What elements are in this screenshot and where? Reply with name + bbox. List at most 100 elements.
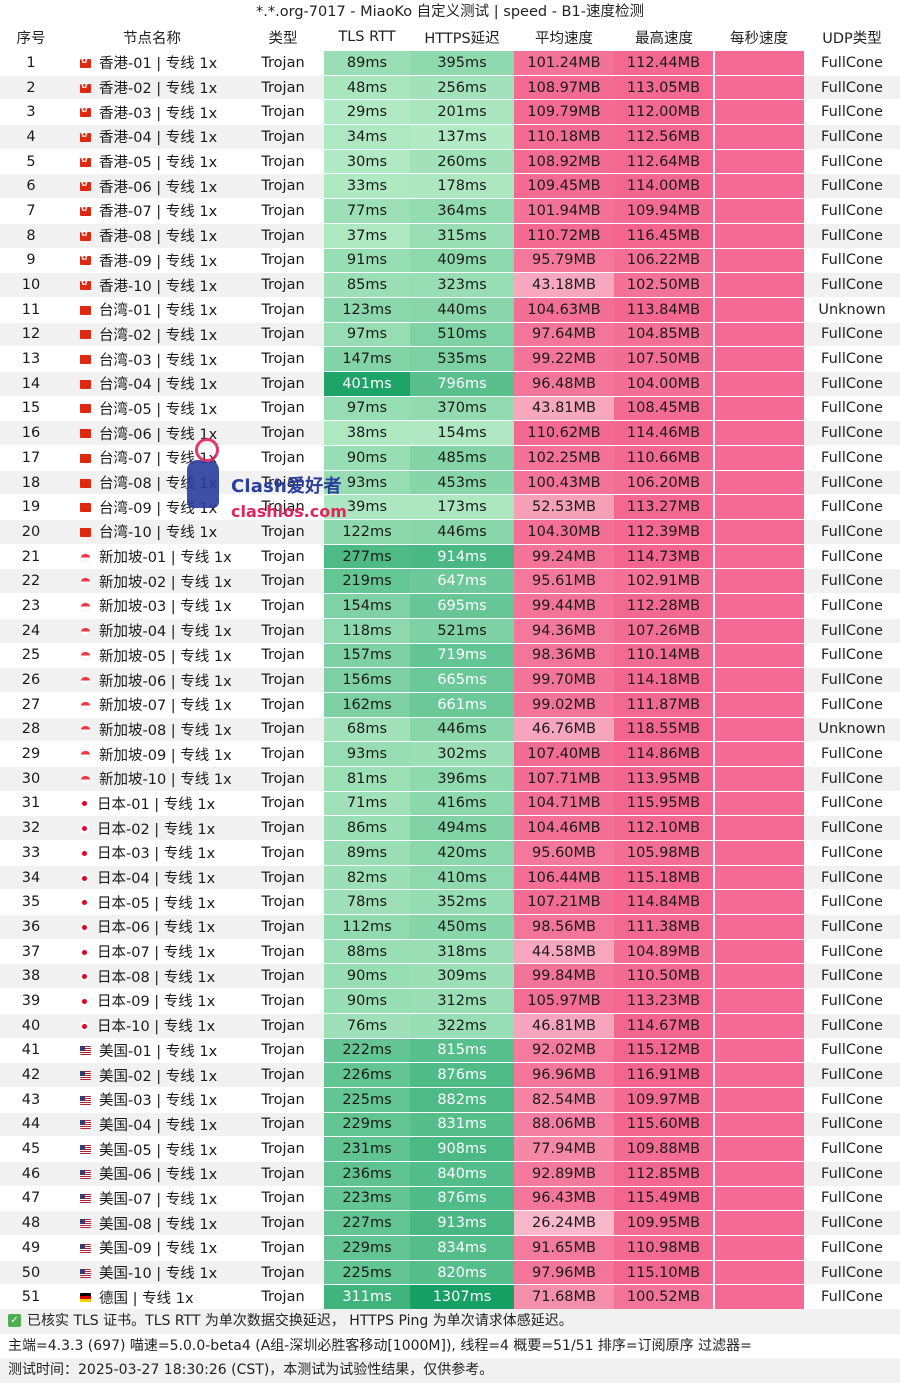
table-row[interactable]: 13 台湾-03 | 专线 1x Trojan 147ms 535ms 99.22MB 10…	[0, 346, 900, 372]
avg-speed: 99.70MB	[514, 667, 614, 693]
proxy-type: Trojan	[242, 741, 324, 767]
table-row[interactable]: 47 美国-07 | 专线 1x Trojan 223ms 876ms 96.43MB 11…	[0, 1185, 900, 1211]
col-header-avg-speed[interactable]: 平均速度	[514, 24, 614, 51]
table-row[interactable]: 25 新加坡-05 | 专线 1x Trojan 157ms 719ms 98.36MB 1…	[0, 642, 900, 668]
table-row[interactable]: 23 新加坡-03 | 专线 1x Trojan 154ms 695ms 99.44MB 1…	[0, 593, 900, 619]
table-row[interactable]: 7 香港-07 | 专线 1x Trojan77ms364ms101.94MB109…	[0, 198, 900, 224]
table-row[interactable]: 48 美国-08 | 专线 1x Trojan 227ms 913ms 26.24MB 10…	[0, 1210, 900, 1236]
table-row[interactable]: 16 台湾-06 | 专线 1x Trojan 38ms 154ms 110.62MB 11…	[0, 420, 900, 446]
flag-hk-icon	[80, 105, 91, 118]
node-name: 新加坡-05 | 专线 1x	[99, 648, 232, 665]
max-speed: 115.10MB	[614, 1259, 714, 1285]
table-row[interactable]: 30 新加坡-10 | 专线 1x Trojan 81ms 396ms 107.71MB 1…	[0, 765, 900, 792]
https-latency: 834ms	[410, 1235, 514, 1261]
node-name: 美国-10 | 专线 1x	[99, 1266, 218, 1283]
table-row[interactable]: 18 台湾-08 | 专线 1x Trojan 93ms 453ms 100.43MB 10…	[0, 469, 900, 495]
table-row[interactable]: 10 香港-10 | 专线 1x Trojan85ms323ms43.18MB102…	[0, 272, 900, 298]
col-header-per-second-speed[interactable]: 每秒速度	[714, 24, 804, 51]
table-row[interactable]: 33 日本-03 | 专线 1x Trojan 89ms 420ms 95.60MB 105…	[0, 840, 900, 866]
table-row[interactable]: 40 日本-10 | 专线 1x Trojan 76ms 322ms 46.81MB 114…	[0, 1012, 900, 1038]
table-row[interactable]: 45 美国-05 | 专线 1x Trojan 231ms 908ms 77.94MB 10…	[0, 1136, 900, 1162]
col-header-max-speed[interactable]: 最高速度	[614, 24, 714, 51]
max-speed: 114.67MB	[614, 1012, 714, 1038]
node-name-cell: 新加坡-07 | 专线 1x	[62, 691, 242, 718]
table-row[interactable]: 31 日本-01 | 专线 1x Trojan 71ms 416ms 104.71MB 11…	[0, 790, 900, 816]
avg-speed: 94.36MB	[514, 617, 614, 643]
node-name-cell: 新加坡-05 | 专线 1x	[62, 642, 242, 668]
table-row[interactable]: 3 香港-03 | 专线 1x Trojan29ms201ms109.79MB112…	[0, 99, 900, 125]
flag-hk-icon	[80, 130, 91, 142]
table-row[interactable]: 8 香港-08 | 专线 1x Trojan37ms315ms110.72MB116…	[0, 222, 900, 248]
avg-speed: 99.84MB	[514, 963, 614, 989]
node-name: 新加坡-06 | 专线 1x	[99, 673, 232, 690]
col-header-index[interactable]: 序号	[0, 24, 62, 51]
tls-rtt: 231ms	[324, 1136, 410, 1162]
table-row[interactable]: 2 香港-02 | 专线 1x Trojan48ms256ms108.97MB113…	[0, 74, 900, 100]
table-row[interactable]: 9 香港-09 | 专线 1x Trojan91ms409ms95.79MB106.…	[0, 247, 900, 273]
table-row[interactable]: 14 台湾-04 | 专线 1x Trojan 401ms 796ms 96.48MB 10…	[0, 370, 900, 397]
table-row[interactable]: 28 新加坡-08 | 专线 1x Trojan 68ms 446ms 46.76MB 11…	[0, 716, 900, 742]
table-row[interactable]: 27 新加坡-07 | 专线 1x Trojan 162ms 661ms 99.02MB 1…	[0, 691, 900, 718]
table-row[interactable]: 5 香港-05 | 专线 1x Trojan30ms260ms108.92MB112…	[0, 148, 900, 174]
table-row[interactable]: 4 香港-04 | 专线 1x Trojan34ms137ms110.18MB112…	[0, 124, 900, 150]
per-second-speed-redacted	[713, 346, 804, 372]
table-row[interactable]: 42 美国-02 | 专线 1x Trojan 226ms 876ms 96.96MB 11…	[0, 1062, 900, 1088]
flag-tw-icon	[80, 527, 91, 537]
table-row[interactable]: 6 香港-06 | 专线 1x Trojan33ms178ms109.45MB114…	[0, 173, 900, 199]
proxy-type: Trojan	[242, 1062, 324, 1088]
table-row[interactable]: 20 台湾-10 | 专线 1x Trojan 122ms 446ms 104.30MB 1…	[0, 519, 900, 545]
col-header-udp-type[interactable]: UDP类型	[804, 24, 900, 51]
proxy-type: Trojan	[242, 124, 324, 150]
table-row[interactable]: 32 日本-02 | 专线 1x Trojan 86ms 494ms 104.46MB 11…	[0, 815, 900, 841]
flag-tw-icon	[80, 404, 91, 414]
table-row[interactable]: 44 美国-04 | 专线 1x Trojan 229ms 831ms 88.06MB 11…	[0, 1111, 900, 1137]
table-row[interactable]: 51 德国 | 专线 1x Trojan 311ms 1307ms 71.68MB 100.…	[0, 1284, 900, 1310]
row-index: 47	[0, 1185, 62, 1211]
col-header-type[interactable]: 类型	[242, 24, 324, 51]
table-row[interactable]: 46 美国-06 | 专线 1x Trojan 236ms 840ms 92.89MB 11…	[0, 1160, 900, 1187]
udp-type: FullCone	[804, 1136, 900, 1162]
table-row[interactable]: 24 新加坡-04 | 专线 1x Trojan 118ms 521ms 94.36MB 1…	[0, 617, 900, 643]
footer-tls-text: 已核实 TLS 证书。TLS RTT 为单次数据交换延迟， HTTPS Ping…	[27, 1313, 573, 1330]
table-row[interactable]: 21 新加坡-01 | 专线 1x Trojan 277ms 914ms 99.24MB 1…	[0, 543, 900, 569]
table-row[interactable]: 19 台湾-09 | 专线 1x Trojan 39ms 173ms 52.53MB 113…	[0, 494, 900, 520]
tls-rtt: 82ms	[324, 864, 410, 890]
table-row[interactable]: 15 台湾-05 | 专线 1x Trojan 97ms 370ms 43.81MB 108…	[0, 395, 900, 421]
table-row[interactable]: 43 美国-03 | 专线 1x Trojan 225ms 882ms 82.54MB 10…	[0, 1086, 900, 1113]
col-header-node-name[interactable]: 节点名称	[62, 24, 242, 51]
avg-speed: 95.60MB	[514, 840, 614, 866]
table-row[interactable]: 22 新加坡-02 | 专线 1x Trojan 219ms 647ms 95.61MB 1…	[0, 568, 900, 594]
flag-hk-icon	[80, 155, 91, 167]
node-name-cell: 日本-04 | 专线 1x	[62, 864, 242, 890]
table-row[interactable]: 17 台湾-07 | 专线 1x Trojan 90ms 485ms 102.25MB 11…	[0, 445, 900, 471]
flag-us-icon	[80, 1243, 91, 1253]
per-second-speed-redacted	[713, 988, 804, 1014]
table-row[interactable]: 36 日本-06 | 专线 1x Trojan 112ms 450ms 98.56MB 11…	[0, 914, 900, 940]
avg-speed: 107.71MB	[514, 765, 614, 792]
col-header-https-latency[interactable]: HTTPS延迟	[410, 24, 514, 51]
https-latency: 409ms	[410, 247, 514, 273]
https-latency: 154ms	[410, 420, 514, 446]
table-row[interactable]: 12 台湾-02 | 专线 1x Trojan 97ms 510ms 97.64MB 104…	[0, 321, 900, 347]
table-row[interactable]: 49 美国-09 | 专线 1x Trojan 229ms 834ms 91.65MB 11…	[0, 1235, 900, 1261]
udp-type: FullCone	[804, 272, 900, 298]
table-row[interactable]: 34 日本-04 | 专线 1x Trojan 82ms 410ms 106.44MB 11…	[0, 864, 900, 890]
node-name: 美国-01 | 专线 1x	[99, 1043, 218, 1060]
table-row[interactable]: 29 新加坡-09 | 专线 1x Trojan 93ms 302ms 107.40MB 1…	[0, 741, 900, 767]
col-header-tls-rtt[interactable]: TLS RTT	[324, 24, 410, 51]
tls-rtt: 89ms	[324, 840, 410, 866]
table-row[interactable]: 50 美国-10 | 专线 1x Trojan 225ms 820ms 97.96MB 11…	[0, 1259, 900, 1285]
table-row[interactable]: 11 台湾-01 | 专线 1x Trojan 123ms 440ms 104.63MB 1…	[0, 296, 900, 323]
max-speed: 112.39MB	[614, 519, 714, 545]
table-row[interactable]: 41 美国-01 | 专线 1x Trojan 222ms 815ms 92.02MB 11…	[0, 1037, 900, 1063]
table-row[interactable]: 39 日本-09 | 专线 1x Trojan 90ms 312ms 105.97MB 11…	[0, 988, 900, 1014]
table-row[interactable]: 38 日本-08 | 专线 1x Trojan 90ms 309ms 99.84MB 110…	[0, 963, 900, 989]
node-name-cell: 美国-10 | 专线 1x	[62, 1259, 242, 1285]
table-row[interactable]: 26 新加坡-06 | 专线 1x Trojan 156ms 665ms 99.70MB 1…	[0, 667, 900, 693]
proxy-type: Trojan	[242, 889, 324, 915]
tls-rtt: 90ms	[324, 988, 410, 1014]
table-row[interactable]: 35 日本-05 | 专线 1x Trojan 78ms 352ms 107.21MB 11…	[0, 889, 900, 915]
node-name: 台湾-04 | 专线 1x	[99, 377, 218, 394]
table-row[interactable]: 1 香港-01 | 专线 1x Trojan89ms395ms101.24MB112…	[0, 50, 900, 76]
table-row[interactable]: 37 日本-07 | 专线 1x Trojan 88ms 318ms 44.58MB 104…	[0, 938, 900, 964]
